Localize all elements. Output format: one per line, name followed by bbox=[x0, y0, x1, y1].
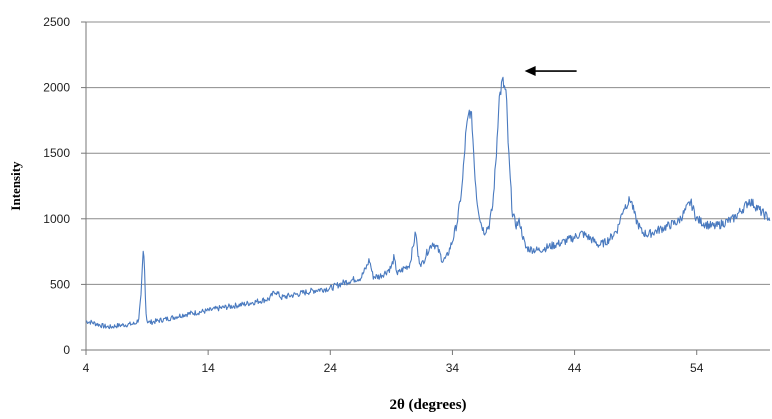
annotation-arrow-head bbox=[524, 66, 536, 77]
x-tick-label: 44 bbox=[568, 361, 582, 375]
annotations bbox=[524, 66, 577, 77]
x-tick-labels: 4 14 24 34 44 54 bbox=[83, 361, 704, 375]
x-tick-label: 54 bbox=[690, 361, 704, 375]
series-line-0 bbox=[85, 76, 771, 330]
gridlines bbox=[86, 21, 770, 285]
x-tick-label: 4 bbox=[83, 361, 90, 375]
y-tick-label: 1500 bbox=[43, 146, 70, 160]
x-axis-label: 2θ (degrees) bbox=[389, 397, 466, 413]
y-tick-label: 0 bbox=[63, 343, 70, 357]
axes bbox=[81, 21, 770, 355]
y-tick-label: 2000 bbox=[43, 81, 70, 95]
y-tick-label: 500 bbox=[50, 277, 70, 291]
y-tick-labels: 0 500 1000 1500 2000 2500 bbox=[43, 15, 70, 357]
x-tick-label: 24 bbox=[324, 361, 338, 375]
y-tick-label: 1000 bbox=[43, 212, 70, 226]
y-tick-label: 2500 bbox=[43, 15, 70, 29]
x-tick-label: 34 bbox=[446, 361, 460, 375]
series-layer bbox=[85, 76, 771, 330]
y-axis-label: Intensity bbox=[8, 161, 23, 211]
x-tick-label: 14 bbox=[201, 361, 215, 375]
